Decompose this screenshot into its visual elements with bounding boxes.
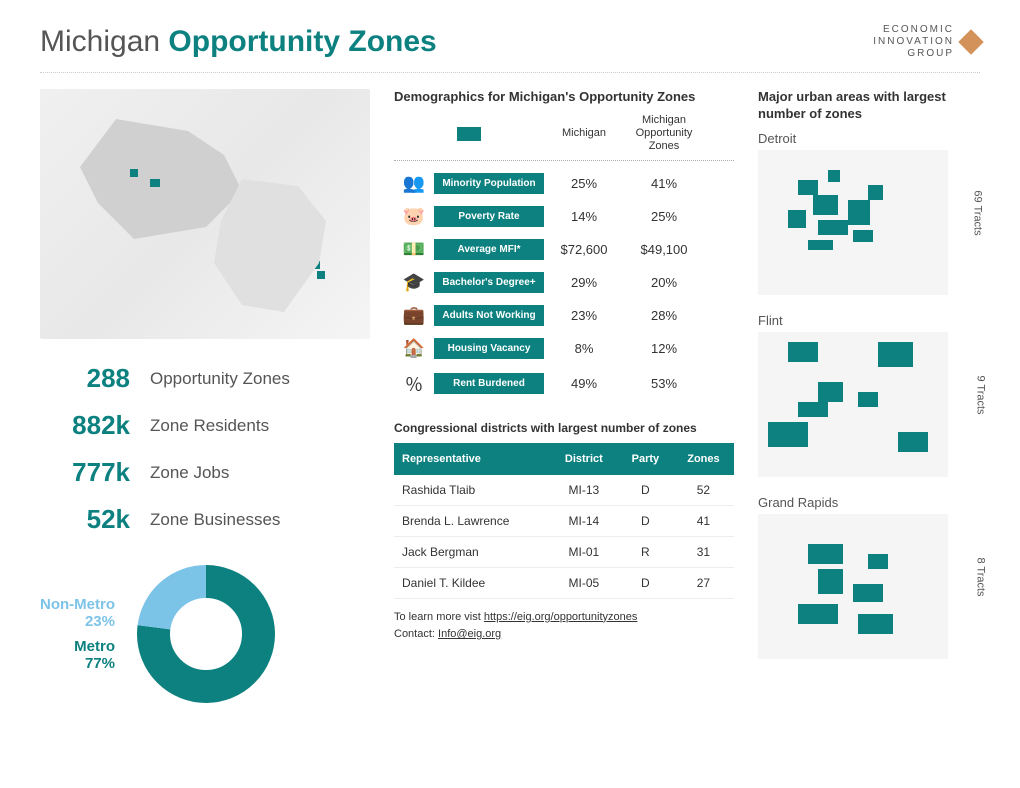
demo-label: Rent Burdened (434, 373, 544, 394)
city-name: Flint (758, 313, 978, 328)
demo-value: 49% (544, 376, 624, 391)
right-column: Major urban areas with largest number of… (758, 89, 978, 709)
city-map-grand-rapids (758, 514, 948, 659)
stat-value: 882k (40, 410, 130, 441)
logo-diamond-icon (958, 29, 983, 54)
stat-row: 288 Opportunity Zones (40, 363, 370, 394)
tracts-count: 8 Tracts (974, 557, 986, 596)
demo-label: Poverty Rate (434, 206, 544, 227)
city-map-detroit (758, 150, 948, 295)
logo-line2: INNOVATION (873, 36, 954, 48)
demo-row: 🎓 Bachelor's Degree+ 29% 20% (394, 266, 734, 299)
demo-label: Minority Population (434, 173, 544, 194)
contact-link[interactable]: Info@eig.org (438, 628, 501, 640)
stat-row: 777k Zone Jobs (40, 457, 370, 488)
demo-col-header: Michigan Opportunity Zones (624, 114, 704, 154)
city-block-grand-rapids: Grand Rapids 8 Tracts (758, 495, 978, 659)
demo-row: 💵 Average MFI* $72,600 $49,100 (394, 233, 734, 266)
table-header: Representative (394, 443, 550, 475)
demo-value: 41% (624, 176, 704, 191)
middle-column: Demographics for Michigan's Opportunity … (394, 89, 734, 709)
demo-value: 12% (624, 341, 704, 356)
stat-value: 288 (40, 363, 130, 394)
left-column: 288 Opportunity Zones 882k Zone Resident… (40, 89, 370, 709)
demo-value: 25% (544, 176, 624, 191)
stat-row: 882k Zone Residents (40, 410, 370, 441)
money-icon: 💵 (394, 239, 434, 260)
page-title: Michigan Opportunity Zones (40, 25, 437, 59)
stat-value: 52k (40, 504, 130, 535)
demographics-table: Michigan Michigan Opportunity Zones 👥 Mi… (394, 114, 734, 403)
demo-label: Bachelor's Degree+ (434, 272, 544, 293)
demo-row: 💼 Adults Not Working 23% 28% (394, 299, 734, 332)
tracts-count: 69 Tracts (971, 190, 983, 235)
demo-row: 🏠 Housing Vacancy 8% 12% (394, 332, 734, 365)
stat-label: Opportunity Zones (150, 369, 290, 389)
michigan-map (40, 89, 370, 339)
demo-value: 20% (624, 275, 704, 290)
demo-value: 28% (624, 308, 704, 323)
demo-value: 8% (544, 341, 624, 356)
stat-row: 52k Zone Businesses (40, 504, 370, 535)
stat-label: Zone Residents (150, 416, 269, 436)
stats-block: 288 Opportunity Zones 882k Zone Resident… (40, 363, 370, 551)
demo-row: 🐷 Poverty Rate 14% 25% (394, 200, 734, 233)
demo-label: Housing Vacancy (434, 338, 544, 359)
tracts-count: 9 Tracts (974, 375, 986, 414)
donut-chart-block: Non-Metro 23% Metro 77% (40, 559, 370, 709)
demo-label: Adults Not Working (434, 305, 544, 326)
demo-col-header: Michigan (544, 127, 624, 140)
table-row: Jack Bergman MI-01 R 31 (394, 536, 734, 567)
grad-icon: 🎓 (394, 272, 434, 293)
city-block-detroit: Detroit 69 Tracts (758, 131, 978, 295)
house-icon: 🏠 (394, 338, 434, 359)
table-header: Party (618, 443, 673, 475)
legend-box (457, 127, 481, 141)
table-header: District (550, 443, 618, 475)
demo-value: $72,600 (544, 242, 624, 257)
piggy-icon: 🐷 (394, 206, 434, 227)
donut-nonmetro-label: Non-Metro 23% (40, 596, 115, 630)
city-name: Detroit (758, 131, 978, 146)
learn-link[interactable]: https://eig.org/opportunityzones (484, 611, 637, 623)
logo-line3: GROUP (873, 48, 954, 60)
demo-row: ％ Rent Burdened 49% 53% (394, 365, 734, 403)
title-light: Michigan (40, 25, 168, 58)
title-bold: Opportunity Zones (168, 25, 436, 58)
table-row: Daniel T. Kildee MI-05 D 27 (394, 567, 734, 598)
briefcase-icon: 💼 (394, 305, 434, 326)
demo-value: 53% (624, 376, 704, 391)
stat-value: 777k (40, 457, 130, 488)
donut-chart (131, 559, 281, 709)
congressional-title: Congressional districts with largest num… (394, 421, 734, 435)
people-icon: 👥 (394, 173, 434, 194)
stat-label: Zone Jobs (150, 463, 229, 483)
logo-line1: ECONOMIC (873, 24, 954, 36)
demo-value: $49,100 (624, 242, 704, 257)
demo-value: 25% (624, 209, 704, 224)
stat-label: Zone Businesses (150, 510, 280, 530)
table-row: Rashida Tlaib MI-13 D 52 (394, 475, 734, 506)
demo-label: Average MFI* (434, 239, 544, 260)
table-header: Zones (673, 443, 734, 475)
page-header: Michigan Opportunity Zones ECONOMIC INNO… (40, 24, 980, 73)
demo-row: 👥 Minority Population 25% 41% (394, 167, 734, 200)
donut-metro-label: Metro 77% (40, 638, 115, 672)
city-map-flint (758, 332, 948, 477)
demo-value: 23% (544, 308, 624, 323)
logo: ECONOMIC INNOVATION GROUP (873, 24, 980, 60)
footer-links: To learn more vist https://eig.org/oppor… (394, 609, 734, 644)
demographics-title: Demographics for Michigan's Opportunity … (394, 89, 734, 104)
city-block-flint: Flint 9 Tracts (758, 313, 978, 477)
demo-value: 14% (544, 209, 624, 224)
demo-value: 29% (544, 275, 624, 290)
table-row: Brenda L. Lawrence MI-14 D 41 (394, 505, 734, 536)
city-name: Grand Rapids (758, 495, 978, 510)
congressional-table: Representative District Party Zones Rash… (394, 443, 734, 599)
urban-title: Major urban areas with largest number of… (758, 89, 978, 123)
percent-icon: ％ (394, 371, 434, 397)
